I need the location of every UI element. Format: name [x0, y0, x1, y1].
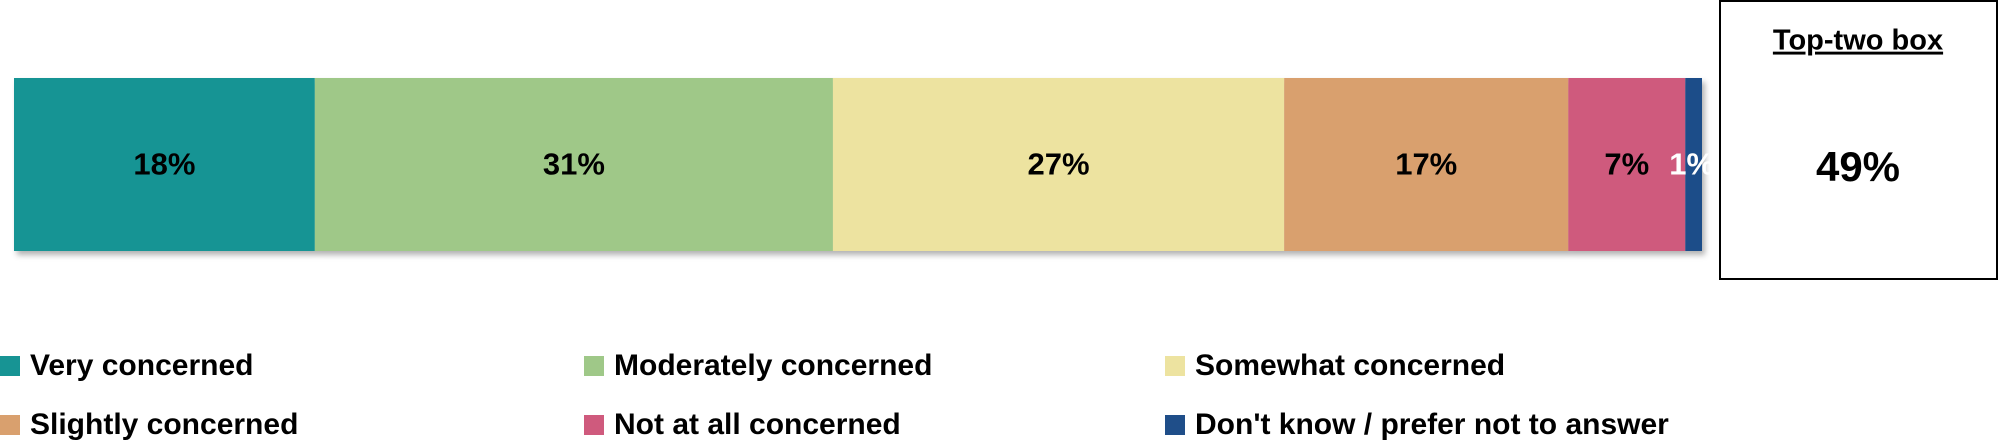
legend-swatch [584, 415, 604, 435]
bar-segment [14, 78, 315, 251]
legend-swatch [0, 415, 20, 435]
legend-label: Somewhat concerned [1195, 349, 1505, 382]
bar-segment [1284, 78, 1569, 251]
bar-group [14, 78, 1702, 251]
data-label: 27% [1028, 147, 1090, 182]
legend-swatch [584, 356, 604, 376]
summary-box [1719, 0, 1998, 280]
legend-label: Don't know / prefer not to answer [1195, 408, 1669, 441]
legend-label: Moderately concerned [614, 349, 932, 382]
bar-segment [832, 78, 1285, 251]
bar-segment [314, 78, 833, 251]
summary-value: 49% [1816, 143, 1900, 190]
legend-swatch [1165, 415, 1185, 435]
summary-title: Top-two box [1773, 25, 1943, 57]
legend-label: Not at all concerned [614, 408, 901, 441]
legend-swatch [1165, 356, 1185, 376]
data-label: 18% [133, 147, 195, 182]
data-label: 17% [1395, 147, 1457, 182]
bar-segment [1568, 78, 1686, 251]
legend-label: Slightly concerned [30, 408, 298, 441]
legend-swatch [0, 356, 20, 376]
bar-segment [1685, 78, 1702, 251]
data-label: 7% [1604, 147, 1649, 182]
data-label: 31% [543, 147, 605, 182]
data-label: 1% [1669, 147, 1714, 182]
legend-label: Very concerned [30, 349, 253, 382]
